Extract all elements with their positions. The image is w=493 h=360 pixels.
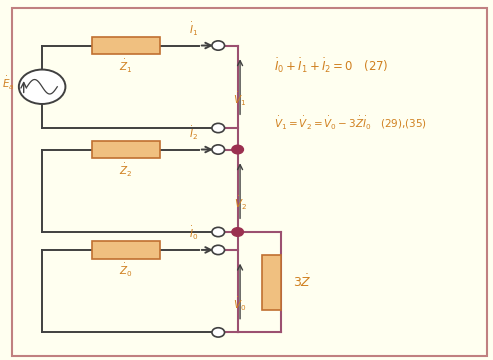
Text: $\dot{E}_a$: $\dot{E}_a$ xyxy=(2,75,15,92)
Bar xyxy=(92,141,160,158)
Text: $\dot{Z}_2$: $\dot{Z}_2$ xyxy=(119,162,133,179)
Circle shape xyxy=(212,41,224,50)
Text: $\dot{V}_1 = \dot{V}_2 = \dot{V}_0 - 3\dot{Z}\dot{I}_0$   (29),(35): $\dot{V}_1 = \dot{V}_2 = \dot{V}_0 - 3\d… xyxy=(274,114,427,131)
Text: $\dot{I}_0 + \dot{I}_1 + \dot{I}_2 = 0$   (27): $\dot{I}_0 + \dot{I}_1 + \dot{I}_2 = 0$ … xyxy=(274,56,388,75)
Circle shape xyxy=(212,145,224,154)
Bar xyxy=(92,37,160,54)
Circle shape xyxy=(212,123,224,133)
Text: $\dot{Z}_1$: $\dot{Z}_1$ xyxy=(119,58,133,75)
Text: $3\dot{Z}$: $3\dot{Z}$ xyxy=(293,274,312,291)
Text: $\dot{I}_1$: $\dot{I}_1$ xyxy=(189,21,199,38)
Text: $\dot{I}_2$: $\dot{I}_2$ xyxy=(189,125,199,141)
Circle shape xyxy=(232,228,244,236)
Circle shape xyxy=(212,245,224,255)
FancyBboxPatch shape xyxy=(12,8,488,356)
Bar xyxy=(262,255,282,310)
Circle shape xyxy=(212,227,224,237)
Text: $\dot{V}_1$: $\dot{V}_1$ xyxy=(234,91,246,108)
Bar xyxy=(92,241,160,258)
Circle shape xyxy=(232,145,244,154)
Text: $\dot{I}_0$: $\dot{I}_0$ xyxy=(189,225,199,242)
Text: $\dot{V}_2$: $\dot{V}_2$ xyxy=(234,195,246,212)
Circle shape xyxy=(19,69,66,104)
Circle shape xyxy=(212,328,224,337)
Text: $\dot{V}_0$: $\dot{V}_0$ xyxy=(233,296,246,313)
Text: $\dot{Z}_0$: $\dot{Z}_0$ xyxy=(119,262,133,279)
